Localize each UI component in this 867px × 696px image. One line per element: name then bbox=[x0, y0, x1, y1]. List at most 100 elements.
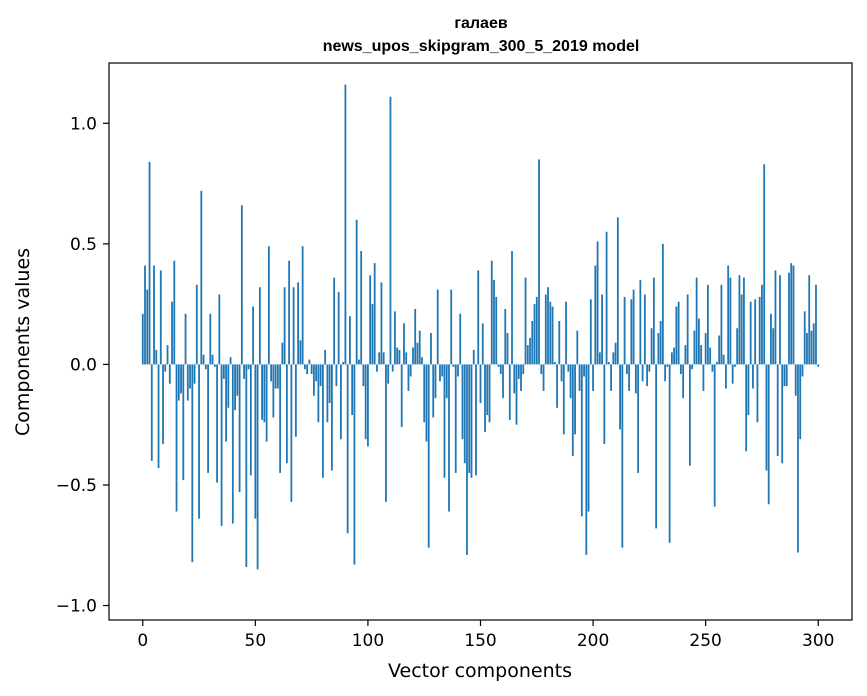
bar bbox=[162, 364, 164, 444]
bar bbox=[409, 364, 412, 377]
bar bbox=[351, 364, 354, 416]
bar bbox=[276, 364, 279, 389]
bar bbox=[281, 342, 284, 365]
bar bbox=[378, 352, 381, 365]
x-axis: 0 50 100 150 200 250 300 bbox=[137, 620, 834, 651]
bar bbox=[628, 364, 630, 391]
bar bbox=[177, 364, 180, 401]
bar bbox=[288, 260, 291, 365]
bar bbox=[632, 289, 635, 365]
bar bbox=[625, 364, 628, 375]
bar bbox=[369, 275, 372, 365]
bar bbox=[297, 282, 300, 365]
y-axis: −1.0 −0.5 0.0 0.5 1.0 bbox=[56, 114, 109, 617]
bar bbox=[452, 364, 455, 367]
bar bbox=[240, 205, 243, 365]
bar bbox=[396, 347, 399, 365]
bar bbox=[222, 364, 225, 379]
bar bbox=[416, 342, 419, 365]
bar bbox=[540, 364, 543, 375]
bar bbox=[538, 159, 540, 365]
bar bbox=[355, 219, 358, 365]
x-tick-label: 100 bbox=[352, 631, 384, 651]
bar bbox=[815, 284, 817, 365]
bar bbox=[511, 251, 513, 365]
bar bbox=[650, 328, 653, 365]
bar bbox=[659, 321, 662, 365]
chart-title: галаев bbox=[454, 15, 508, 32]
bar bbox=[749, 301, 752, 365]
bar bbox=[571, 364, 574, 457]
bar bbox=[247, 364, 250, 370]
bar bbox=[229, 357, 232, 365]
bar bbox=[601, 294, 603, 365]
bar bbox=[772, 328, 775, 365]
bar bbox=[547, 287, 549, 365]
bar bbox=[747, 364, 750, 416]
bar bbox=[700, 345, 703, 365]
bar bbox=[499, 364, 502, 375]
bar bbox=[380, 282, 383, 365]
bar bbox=[535, 296, 538, 365]
bar bbox=[148, 161, 151, 365]
bar bbox=[150, 364, 153, 461]
bar bbox=[457, 364, 459, 377]
bar bbox=[688, 364, 691, 466]
bar bbox=[249, 364, 252, 476]
bar bbox=[542, 364, 545, 391]
bar bbox=[569, 364, 572, 399]
bar bbox=[761, 284, 763, 365]
bar bbox=[612, 352, 615, 365]
bar bbox=[549, 301, 552, 365]
bar bbox=[472, 349, 475, 365]
bar bbox=[776, 364, 779, 457]
bar bbox=[756, 364, 759, 423]
bar bbox=[362, 364, 365, 387]
bar bbox=[574, 364, 576, 435]
bar bbox=[639, 280, 642, 365]
bar bbox=[551, 306, 554, 365]
bar bbox=[358, 359, 360, 365]
bar bbox=[412, 347, 414, 365]
bar bbox=[367, 364, 369, 447]
bar bbox=[436, 289, 439, 365]
bar bbox=[682, 364, 685, 399]
bar bbox=[652, 277, 655, 365]
bar bbox=[513, 364, 516, 394]
bar bbox=[310, 364, 313, 375]
bar bbox=[173, 260, 176, 365]
bar bbox=[643, 294, 646, 365]
x-tick-label: 300 bbox=[802, 631, 834, 651]
bar bbox=[556, 364, 558, 408]
bar bbox=[216, 364, 218, 483]
bar bbox=[605, 231, 608, 365]
bar bbox=[184, 313, 187, 365]
bar bbox=[544, 294, 547, 365]
bar bbox=[292, 287, 295, 365]
bar bbox=[344, 84, 347, 365]
bar bbox=[603, 364, 606, 444]
bar bbox=[770, 313, 772, 365]
bar bbox=[531, 321, 534, 365]
bar bbox=[157, 364, 160, 469]
bar bbox=[684, 345, 687, 365]
y-tick-label: 0.5 bbox=[70, 235, 97, 255]
bar bbox=[607, 362, 610, 365]
bar bbox=[303, 364, 306, 370]
bar bbox=[267, 246, 270, 365]
bar bbox=[562, 364, 565, 435]
bar bbox=[328, 364, 331, 403]
bar bbox=[657, 333, 660, 365]
bar bbox=[610, 364, 612, 391]
bar bbox=[587, 364, 590, 512]
bar bbox=[441, 364, 444, 377]
bar bbox=[243, 364, 245, 379]
bar bbox=[389, 96, 392, 365]
bar bbox=[353, 364, 356, 565]
bar bbox=[146, 289, 149, 365]
bar bbox=[707, 284, 709, 365]
bar bbox=[565, 301, 567, 365]
bar bbox=[459, 313, 462, 365]
bar bbox=[371, 304, 374, 365]
bar bbox=[202, 354, 205, 365]
